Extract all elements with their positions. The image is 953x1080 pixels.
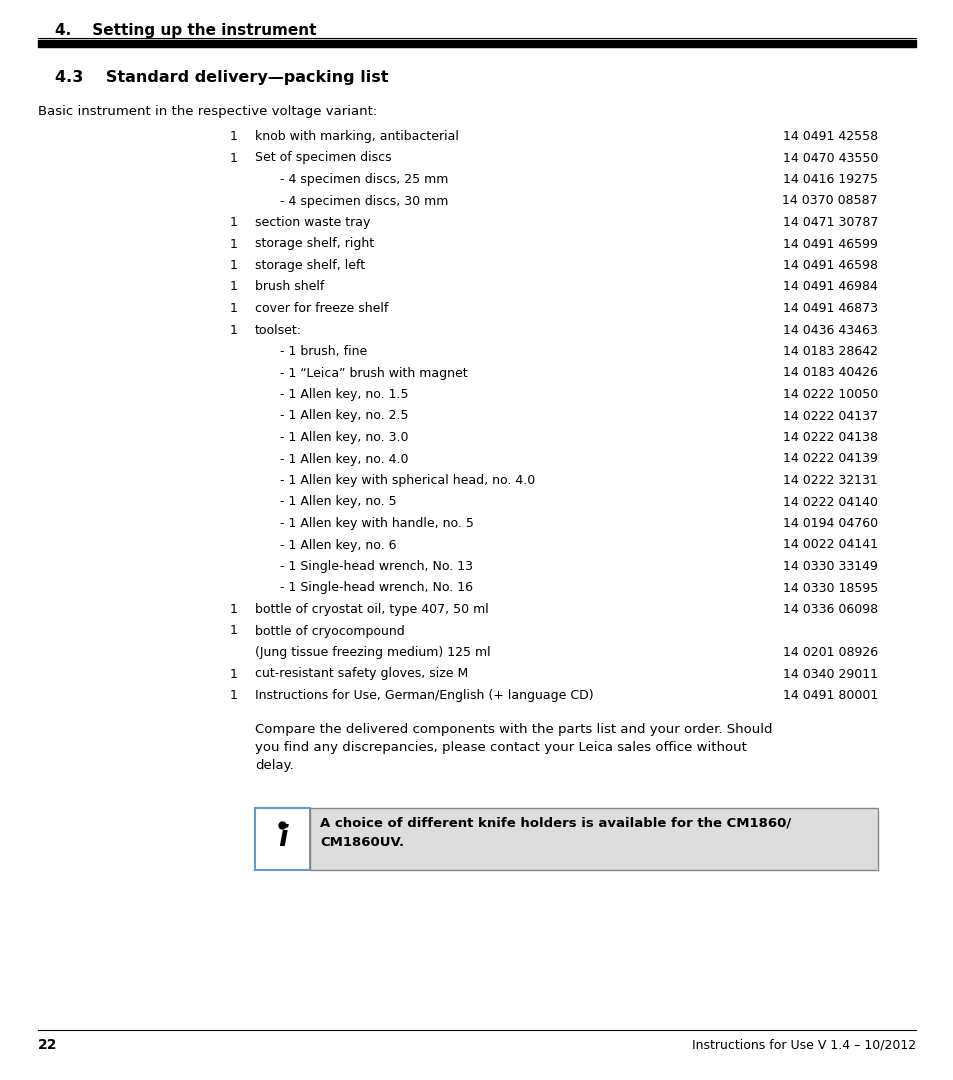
Text: - 1 Allen key, no. 4.0: - 1 Allen key, no. 4.0 [280, 453, 408, 465]
Text: 14 0491 46873: 14 0491 46873 [782, 302, 877, 315]
Text: - 4 specimen discs, 25 mm: - 4 specimen discs, 25 mm [280, 173, 448, 186]
Text: 14 0330 33149: 14 0330 33149 [782, 561, 877, 573]
Text: cut-resistant safety gloves, size M: cut-resistant safety gloves, size M [254, 667, 468, 680]
Text: 14 0022 04141: 14 0022 04141 [782, 539, 877, 552]
Text: - 1 Allen key, no. 5: - 1 Allen key, no. 5 [280, 496, 396, 509]
Text: 14 0183 28642: 14 0183 28642 [782, 345, 877, 357]
Text: 14 0222 04139: 14 0222 04139 [782, 453, 877, 465]
Text: 14 0491 42558: 14 0491 42558 [782, 130, 877, 143]
Text: 14 0222 32131: 14 0222 32131 [782, 474, 877, 487]
Text: 1: 1 [230, 324, 237, 337]
Text: 14 0336 06098: 14 0336 06098 [782, 603, 877, 616]
Text: 14 0194 04760: 14 0194 04760 [782, 517, 877, 530]
Text: Basic instrument in the respective voltage variant:: Basic instrument in the respective volta… [38, 105, 376, 118]
Text: bottle of cryostat oil, type 407, 50 ml: bottle of cryostat oil, type 407, 50 ml [254, 603, 488, 616]
Text: - 1 brush, fine: - 1 brush, fine [280, 345, 367, 357]
Text: A choice of different knife holders is available for the CM1860/
CM1860UV.: A choice of different knife holders is a… [319, 816, 790, 849]
Bar [38, 40, 915, 48]
Text: 14 0416 19275: 14 0416 19275 [782, 173, 877, 186]
Text: Compare the delivered components with the parts list and your order. Should
you : Compare the delivered components with th… [254, 723, 772, 771]
Text: brush shelf: brush shelf [254, 281, 324, 294]
Text: 14 0222 10050: 14 0222 10050 [781, 388, 877, 401]
Text: Instructions for Use V 1.4 – 10/2012: Instructions for Use V 1.4 – 10/2012 [691, 1038, 915, 1051]
Text: knob with marking, antibacterial: knob with marking, antibacterial [254, 130, 458, 143]
Text: 1: 1 [230, 667, 237, 680]
Text: 22: 22 [38, 1038, 57, 1052]
Text: 14 0436 43463: 14 0436 43463 [782, 324, 877, 337]
Text: - 1 “Leica” brush with magnet: - 1 “Leica” brush with magnet [280, 366, 467, 379]
Text: storage shelf, left: storage shelf, left [254, 259, 365, 272]
Text: 1: 1 [230, 130, 237, 143]
Text: Set of specimen discs: Set of specimen discs [254, 151, 392, 164]
Text: 14 0330 18595: 14 0330 18595 [781, 581, 877, 594]
Text: section waste tray: section waste tray [254, 216, 370, 229]
Text: 4.    Setting up the instrument: 4. Setting up the instrument [55, 23, 316, 38]
Text: Instructions for Use, German/English (+ language CD): Instructions for Use, German/English (+ … [254, 689, 593, 702]
Text: 14 0370 08587: 14 0370 08587 [781, 194, 877, 207]
Text: 1: 1 [230, 624, 237, 637]
Text: - 1 Single-head wrench, No. 13: - 1 Single-head wrench, No. 13 [280, 561, 473, 573]
Text: 14 0201 08926: 14 0201 08926 [782, 646, 877, 659]
Text: 14 0471 30787: 14 0471 30787 [781, 216, 877, 229]
Text: 14 0222 04140: 14 0222 04140 [782, 496, 877, 509]
Text: toolset:: toolset: [254, 324, 302, 337]
Text: 14 0222 04138: 14 0222 04138 [782, 431, 877, 444]
Text: 14 0491 46599: 14 0491 46599 [782, 238, 877, 251]
Text: 1: 1 [230, 216, 237, 229]
Text: 1: 1 [230, 689, 237, 702]
Text: 1: 1 [230, 302, 237, 315]
Text: - 1 Single-head wrench, No. 16: - 1 Single-head wrench, No. 16 [280, 581, 473, 594]
Text: 14 0491 80001: 14 0491 80001 [781, 689, 877, 702]
Text: - 1 Allen key, no. 6: - 1 Allen key, no. 6 [280, 539, 396, 552]
FancyBboxPatch shape [310, 808, 877, 869]
Text: - 1 Allen key with spherical head, no. 4.0: - 1 Allen key with spherical head, no. 4… [280, 474, 535, 487]
Text: - 1 Allen key, no. 2.5: - 1 Allen key, no. 2.5 [280, 409, 408, 422]
Text: i: i [277, 824, 287, 852]
Text: bottle of cryocompound: bottle of cryocompound [254, 624, 404, 637]
Text: 14 0340 29011: 14 0340 29011 [782, 667, 877, 680]
Text: 1: 1 [230, 281, 237, 294]
Text: 1: 1 [230, 603, 237, 616]
Text: 14 0222 04137: 14 0222 04137 [782, 409, 877, 422]
Text: 1: 1 [230, 238, 237, 251]
Text: 1: 1 [230, 259, 237, 272]
Text: 14 0491 46984: 14 0491 46984 [782, 281, 877, 294]
Text: - 1 Allen key, no. 3.0: - 1 Allen key, no. 3.0 [280, 431, 408, 444]
Text: 4.3    Standard delivery—packing list: 4.3 Standard delivery—packing list [55, 70, 388, 85]
Text: 14 0183 40426: 14 0183 40426 [782, 366, 877, 379]
Text: (Jung tissue freezing medium) 125 ml: (Jung tissue freezing medium) 125 ml [254, 646, 490, 659]
Text: storage shelf, right: storage shelf, right [254, 238, 374, 251]
Text: 14 0491 46598: 14 0491 46598 [782, 259, 877, 272]
Text: - 1 Allen key with handle, no. 5: - 1 Allen key with handle, no. 5 [280, 517, 474, 530]
Text: 1: 1 [230, 151, 237, 164]
Text: 14 0470 43550: 14 0470 43550 [781, 151, 877, 164]
Text: - 4 specimen discs, 30 mm: - 4 specimen discs, 30 mm [280, 194, 448, 207]
Text: cover for freeze shelf: cover for freeze shelf [254, 302, 388, 315]
Text: - 1 Allen key, no. 1.5: - 1 Allen key, no. 1.5 [280, 388, 408, 401]
FancyBboxPatch shape [254, 808, 310, 869]
